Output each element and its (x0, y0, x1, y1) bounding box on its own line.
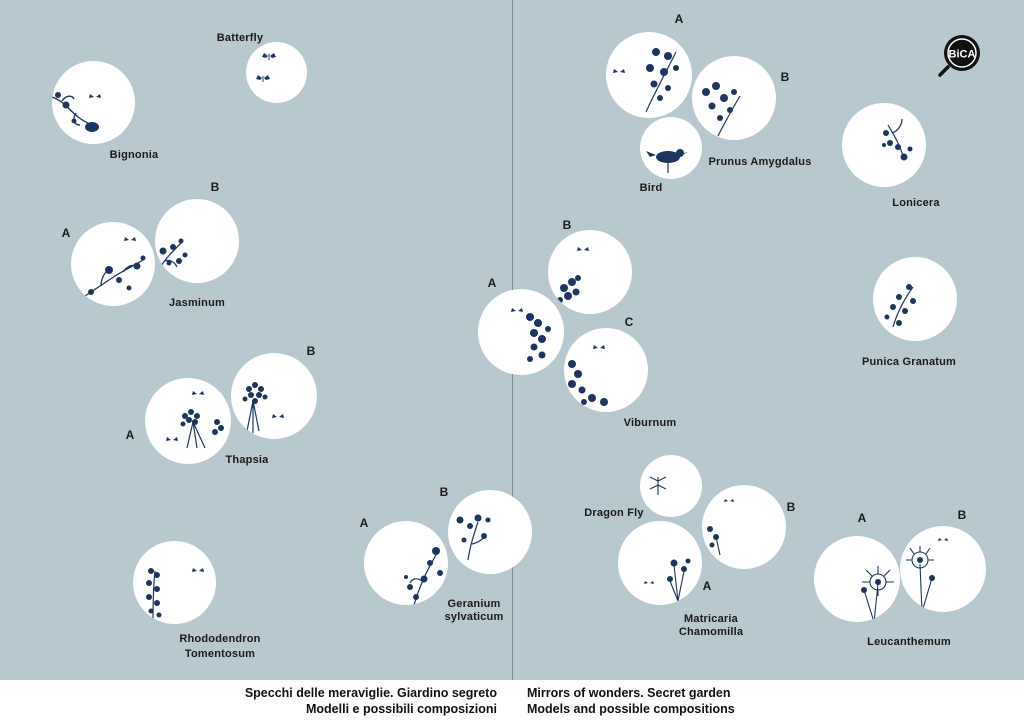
letter-geranium-b: B (439, 485, 449, 499)
mirror-thapsia-a (145, 378, 231, 464)
label-dragonfly: Dragon Fly (584, 507, 644, 519)
letter-viburnum-b: B (562, 218, 572, 232)
letter-prunus-a: A (674, 12, 684, 26)
label-matricaria-2: Chamomilla (678, 626, 744, 638)
label-thapsia: Thapsia (225, 454, 269, 466)
letter-thapsia-b: B (306, 344, 316, 358)
mirror-prunus-b (692, 56, 776, 140)
thapsia-flower-icon (166, 391, 224, 449)
mirror-punica (873, 257, 957, 341)
mirror-geranium-a (364, 521, 448, 605)
letter-viburnum-c: C (624, 315, 634, 329)
mirror-bird (640, 117, 702, 179)
letter-leucanthemum-a: A (857, 511, 867, 525)
label-punica: Punica Granatum (861, 356, 957, 368)
butterfly-icon (256, 53, 276, 82)
label-batterfly: Batterfly (216, 32, 264, 44)
label-matricaria-1: Matricaria (684, 613, 738, 625)
letter-jasminum-a: A (61, 226, 71, 240)
mirror-viburnum-c (564, 328, 648, 412)
prunus-flower-icon (702, 82, 741, 137)
label-lonicera: Lonicera (892, 197, 940, 209)
viburnum-flower-icon (568, 345, 608, 406)
label-bird: Bird (639, 182, 663, 194)
letter-matricaria-b: B (786, 500, 796, 514)
mirror-geranium-b (448, 490, 532, 574)
leucanthemum-flower-icon (906, 538, 948, 612)
matricaria-flower-icon (707, 499, 734, 556)
geranium-flower-icon (456, 514, 491, 561)
label-rhododendron-1: Rhododendron (179, 633, 261, 645)
label-leucanthemum: Leucanthemum (867, 636, 951, 648)
bica-logo: BiCA (938, 33, 982, 77)
label-viburnum: Viburnum (623, 417, 677, 429)
letter-geranium-a: A (359, 516, 369, 530)
logo-text: BiCA (949, 49, 976, 61)
mirror-viburnum-a (478, 289, 564, 375)
mirror-rhododendron (133, 541, 216, 624)
label-prunus: Prunus Amygdalus (708, 156, 812, 168)
label-geranium-1: Geranium (447, 598, 501, 610)
letter-jasminum-b: B (210, 180, 220, 194)
label-bignonia: Bignonia (109, 149, 159, 161)
bird-icon (646, 149, 688, 173)
lonicera-flower-icon (882, 118, 913, 161)
bignonia-flower-icon (52, 92, 101, 132)
mirror-matricaria-b (702, 485, 786, 569)
mirror-matricaria-a (618, 521, 702, 605)
mirror-prunus-a (606, 32, 692, 118)
geranium-flower-icon (404, 547, 443, 605)
jasminum-flower-icon (158, 238, 188, 270)
label-rhododendron-2: Tomentosum (184, 648, 256, 660)
letter-viburnum-a: A (487, 276, 497, 290)
leucanthemum-flower-icon (861, 566, 894, 622)
letter-leucanthemum-b: B (957, 508, 967, 522)
mirror-dragonfly (640, 455, 702, 517)
mirror-viburnum-b (548, 230, 632, 314)
mirror-bignonia (52, 61, 135, 144)
viburnum-flower-icon (557, 247, 589, 303)
label-geranium-2: sylvaticum (444, 611, 504, 623)
jasminum-flower-icon (78, 237, 146, 301)
viburnum-flower-icon (511, 308, 551, 362)
footer: Specchi delle meraviglie. Giardino segre… (0, 680, 1024, 724)
mirror-thapsia-b (231, 353, 317, 439)
footer-en-line2: Models and possible compositions (527, 702, 735, 716)
mirror-leucanthemum-a (814, 536, 900, 622)
dragonfly-icon (649, 476, 667, 495)
footer-it-line2: Modelli e possibili composizioni (306, 702, 497, 716)
footer-it-line1: Specchi delle meraviglie. Giardino segre… (244, 686, 497, 700)
thapsia-flower-icon (242, 382, 284, 433)
letter-thapsia-a: A (125, 428, 135, 442)
letter-prunus-b: B (780, 70, 790, 84)
mirror-jasminum-a (71, 222, 155, 306)
mirror-batterfly (246, 42, 307, 103)
footer-en-line1: Mirrors of wonders. Secret garden (527, 686, 731, 700)
mirror-lonicera (842, 103, 926, 187)
matricaria-flower-icon (644, 558, 691, 602)
letter-matricaria-a: A (702, 579, 712, 593)
label-jasminum: Jasminum (168, 297, 226, 309)
prunus-flower-icon (613, 48, 679, 113)
mirror-leucanthemum-b (900, 526, 986, 612)
mirror-jasminum-b (155, 199, 239, 283)
punica-flower-icon (884, 284, 916, 328)
rhododendron-flower-icon (146, 568, 204, 624)
